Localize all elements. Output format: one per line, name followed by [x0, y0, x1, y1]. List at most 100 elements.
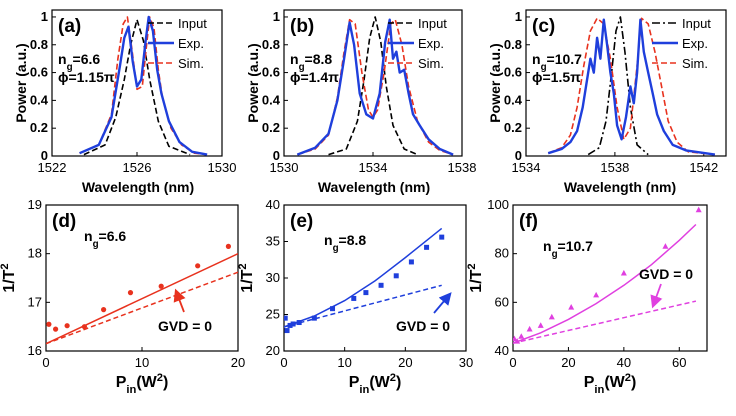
panel-e: 0 10 20 302025303540(e)Pin(W2)1/T2ng=8.8GVD… — [237, 197, 473, 396]
panel-c: 1534 1538 1542 0 0.2 0.4 0.6 0.8 1 (c) Wavelength … — [487, 9, 727, 195]
panel-f-gvd-annotation: GVD = 0 — [639, 266, 693, 282]
panel-f-point-10 — [695, 206, 702, 213]
panel-c-xlabel: Wavelength (nm) — [564, 179, 676, 195]
panel-a-xtick-label-0: 1522 — [38, 160, 67, 175]
panel-d-line-fit — [46, 253, 238, 345]
panel-b-legend-label-0: Input — [418, 16, 447, 31]
panel-a-ytick-label-2: 0.4 — [30, 92, 49, 107]
panel-f-xlabel: Pin(W2) — [584, 372, 637, 396]
panel-b-ng-annotation-part-1: g — [299, 62, 305, 73]
panel-c-ytick-label-3: 0.6 — [504, 65, 522, 80]
panel-f-ng-annotation: ng=10.7 — [543, 238, 593, 260]
panel-a-label: (a) — [58, 16, 81, 37]
panel-f-label: (f) — [519, 211, 538, 232]
panel-b-series-exp — [296, 18, 454, 156]
panel-d-point-5 — [127, 290, 134, 296]
panel-f-ylabel-part-0: 1/T — [468, 269, 485, 292]
panel-d-label: (d) — [52, 211, 76, 232]
panel-d-xlabel-part-1: in — [126, 384, 136, 396]
panel-b-ytick-label-0: 0 — [273, 148, 280, 163]
panel-e-line-gvd0 — [284, 284, 442, 328]
panel-d-ylabel: 1/T2 — [0, 263, 18, 292]
panel-f-point-8 — [620, 269, 627, 276]
panel-b-series-input — [328, 16, 418, 156]
panel-a-ytick-label-3: 0.6 — [30, 65, 48, 80]
panel-e-point-5 — [311, 315, 317, 321]
panel-f-ytick-label-3: 100 — [487, 197, 509, 212]
panel-f: 0 20 40 60406080100(f)Pin(W2)1/T2ng=10.7GVD… — [466, 197, 708, 396]
panel-d-plot-area — [46, 243, 238, 345]
panel-d-point-6 — [158, 283, 164, 289]
panel-d-ng-annotation-part-1: g — [93, 239, 99, 250]
panel-d-gvd-annotation: GVD = 0 — [158, 318, 212, 334]
panel-d-point-2 — [64, 323, 70, 329]
panel-d-xlabel-part-0: P — [116, 374, 127, 391]
panel-f-xtick-label-1: 20 — [561, 355, 575, 370]
panel-f-xtick-label-2: 40 — [617, 355, 631, 370]
panel-e-ng-annotation-part-2: =8.8 — [339, 232, 367, 248]
panel-e-point-0 — [284, 315, 288, 321]
panel-c-ng-annotation-part-1: g — [541, 62, 547, 73]
panel-d-ng-annotation-part-0: n — [84, 228, 93, 244]
panel-f-ng-annotation-part-2: =10.7 — [558, 238, 594, 254]
panel-a-ng-annotation-part-0: n — [58, 51, 67, 67]
panel-c-ng-annotation-part-0: n — [532, 51, 541, 67]
panel-c-xtick-label-1: 1538 — [600, 160, 629, 175]
panel-e-point-6 — [330, 306, 336, 312]
panel-f-xlabel-part-4: ) — [631, 374, 636, 391]
panel-e-point-1 — [284, 328, 290, 334]
panel-a: 1522 1526 1530 0 0.2 0.4 0.6 0.8 1 (a) Wavelength … — [13, 9, 236, 195]
panel-e-ylabel-part-1: 2 — [237, 263, 249, 269]
panel-b-xtick-label-0: 1530 — [270, 160, 299, 175]
panel-f-point-4 — [537, 322, 544, 328]
panel-d-xlabel-part-3: 2 — [157, 372, 163, 384]
panel-e-ylabel-part-0: 1/T — [239, 269, 256, 292]
panel-f-point-6 — [568, 304, 575, 310]
panel-c-series-sim — [547, 17, 715, 156]
panel-c-ytick-label-2: 0.4 — [504, 92, 523, 107]
panel-e-ng-annotation: ng=8.8 — [324, 232, 366, 254]
panel-d-line-gvd0 — [46, 271, 238, 345]
panel-a-legend-label-0: Input — [178, 16, 207, 31]
panel-d-ylabel-part-1: 2 — [0, 263, 11, 269]
panel-e-gvd-arrow — [433, 292, 452, 314]
panel-b-ng-annotation-part-0: n — [290, 51, 299, 67]
panel-e-xtick-label-2: 20 — [398, 355, 412, 370]
panel-b-legend-label-2: Sim. — [418, 56, 444, 71]
panel-a-ytick-label-4: 0.8 — [30, 37, 48, 52]
panel-d-ytick-label-0: 16 — [28, 343, 42, 358]
panel-f-point-3 — [526, 325, 533, 332]
panel-a-legend-label-2: Sim. — [178, 56, 204, 71]
panel-f-line-fit — [513, 223, 697, 344]
panel-d-point-4 — [101, 307, 107, 313]
panel-b-xtick-label-1: 1534 — [359, 160, 388, 175]
panel-e-point-13 — [439, 234, 445, 240]
panel-e-point-7 — [351, 295, 357, 301]
panel-c-ytick-label-4: 0.8 — [504, 37, 522, 52]
panel-a-ng-annotation-part-2: =6.6 — [73, 51, 101, 67]
panel-e-ng-annotation-part-0: n — [324, 232, 333, 248]
panel-f-ytick-label-1: 60 — [495, 294, 509, 309]
panel-c-label: (c) — [532, 16, 555, 37]
panel-d-ytick-label-2: 18 — [28, 246, 42, 261]
panel-f-xlabel-part-1: in — [594, 384, 604, 396]
panel-c-frame — [525, 9, 727, 157]
panel-e-xtick-label-1: 10 — [337, 355, 351, 370]
panel-d-point-1 — [53, 326, 59, 332]
panel-b: 1530 1534 1538 0 0.2 0.4 0.6 0.8 1 (b) Wavelength … — [245, 9, 476, 195]
panel-d-xtick-label-1: 10 — [135, 355, 149, 370]
panel-f-point-2 — [518, 333, 525, 339]
panel-d-xlabel-part-4: ) — [163, 374, 168, 391]
panel-b-ytick-label-3: 0.6 — [262, 65, 280, 80]
panel-e-ytick-label-2: 30 — [266, 270, 280, 285]
panel-e-xlabel-part-1: in — [359, 384, 369, 396]
panel-d-ng-annotation: ng=6.6 — [84, 228, 126, 250]
panel-f-ylabel-part-1: 2 — [466, 263, 478, 269]
panel-a-xtick-label-1: 1526 — [123, 160, 152, 175]
panel-e-point-11 — [408, 259, 414, 265]
panel-a-ng-annotation-part-1: g — [67, 62, 73, 73]
panel-c-legend-label-2: Sim. — [682, 56, 708, 71]
panel-d-ytick-label-3: 19 — [28, 197, 42, 212]
